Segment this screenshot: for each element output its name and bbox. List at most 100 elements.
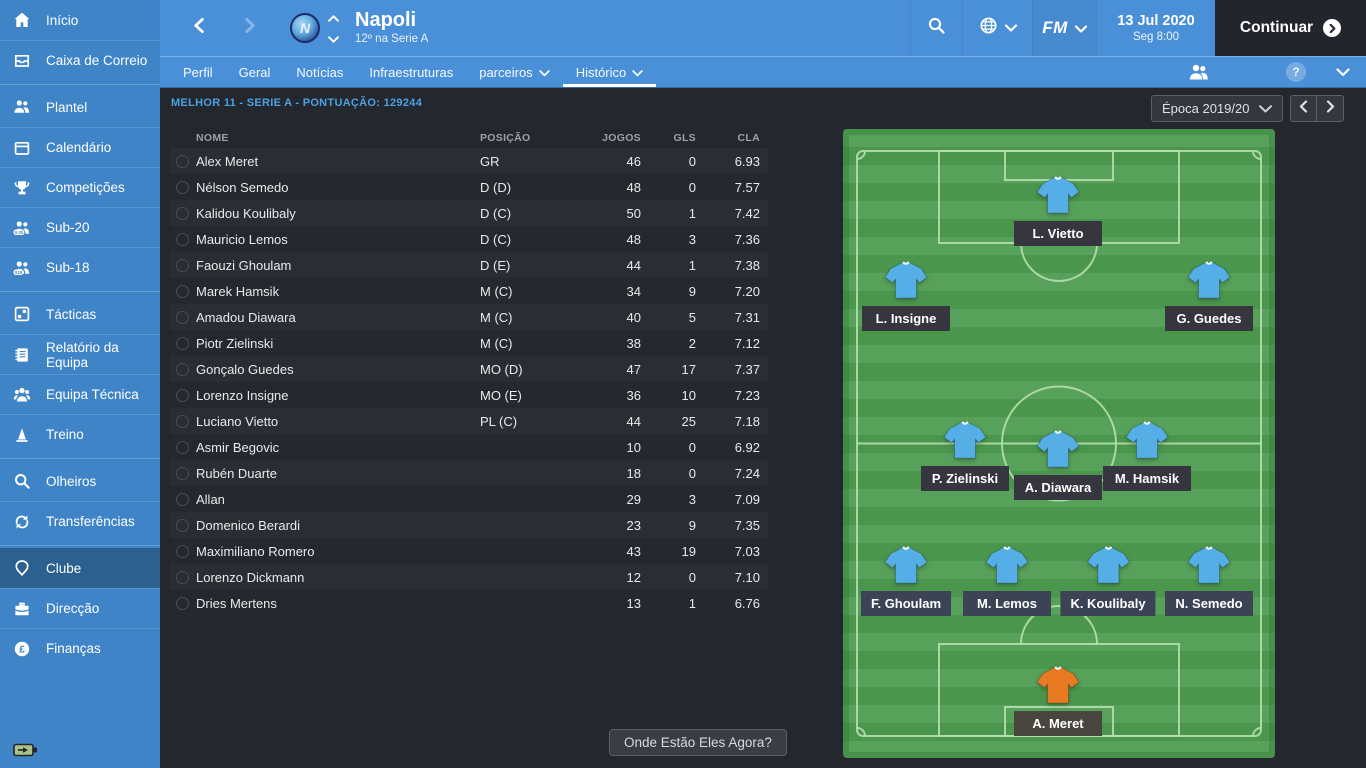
player-avatar-circle (170, 518, 196, 532)
table-row-piotr-zielinski[interactable]: Piotr Zielinski M (C) 38 2 7.12 (170, 330, 768, 356)
table-row-maximiliano-romero[interactable]: Maximiliano Romero 43 19 7.03 (170, 538, 768, 564)
table-row-allan[interactable]: Allan 29 3 7.09 (170, 486, 768, 512)
table-row-lorenzo-dickmann[interactable]: Lorenzo Dickmann 12 0 7.10 (170, 564, 768, 590)
people-group-icon[interactable] (1188, 62, 1210, 82)
season-next-button[interactable] (1317, 95, 1344, 122)
time-text: Seg 8:00 (1132, 30, 1180, 43)
sub-18-icon: S18 (13, 259, 31, 277)
sidebar-item-plantel[interactable]: Plantel (0, 87, 160, 127)
table-row-mauricio-lemos[interactable]: Mauricio Lemos D (C) 48 3 7.36 (170, 226, 768, 252)
sidebar-item-clube[interactable]: Clube (0, 548, 160, 588)
continue-label: Continuar (1239, 19, 1314, 36)
table-row-amadou-diawara[interactable]: Amadou Diawara M (C) 40 5 7.31 (170, 304, 768, 330)
sidebar-item-sub-20[interactable]: S-20 Sub-20 (0, 207, 160, 247)
avatar (176, 466, 189, 480)
jogos-cell: 10 (626, 439, 641, 455)
season-prev-button[interactable] (1290, 95, 1317, 122)
sidebar-item-sub-18[interactable]: S18 Sub-18 (0, 247, 160, 287)
tab-perfil[interactable]: Perfil (170, 57, 226, 87)
pitch-player-l-insigne[interactable]: L. Insigne (862, 260, 950, 331)
tab-parceiros[interactable]: parceiros (466, 57, 562, 87)
pitch-player-g-guedes[interactable]: G. Guedes (1165, 260, 1253, 331)
club-switcher[interactable] (328, 9, 339, 48)
tab-noticias[interactable]: Notícias (283, 57, 356, 87)
table-row-asmir-begovic[interactable]: Asmir Begovic 10 0 6.92 (170, 434, 768, 460)
pitch-player-n-semedo[interactable]: N. Semedo (1165, 545, 1253, 616)
sidebar-item-label: Sub-18 (46, 260, 90, 275)
table-row-dries-mertens[interactable]: Dries Mertens 13 1 6.76 (170, 590, 768, 616)
pitch-player-a-meret[interactable]: A. Meret (1014, 665, 1102, 736)
avatar (176, 492, 189, 506)
tab-infraestruturas[interactable]: Infraestruturas (356, 57, 466, 87)
tab-historico[interactable]: Histórico (563, 57, 657, 87)
table-row-marek-hamsik[interactable]: Marek Hamsik M (C) 34 9 7.20 (170, 278, 768, 304)
sidebar-item-financas[interactable]: £ Finanças (0, 628, 160, 668)
nav-back-button[interactable] (182, 0, 216, 56)
continue-button[interactable]: Continuar (1215, 0, 1366, 56)
gls-cell: 5 (688, 309, 696, 325)
sidebar-item-direccao[interactable]: Direcção (0, 588, 160, 628)
cla-cell: 7.36 (734, 231, 760, 247)
table-row-faouzi-ghoulam[interactable]: Faouzi Ghoulam D (E) 44 1 7.38 (170, 252, 768, 278)
sidebar-item-calendario[interactable]: Calendário (0, 127, 160, 167)
chevron-down-icon (1068, 18, 1087, 38)
content-area: MELHOR 11 - SERIE A - PONTUAÇÃO: 129244 … (160, 88, 1366, 768)
sidebar-item-caixa-de-correio[interactable]: Caixa de Correio (0, 40, 160, 80)
jogos-cell: 47 (626, 361, 641, 377)
table-row-kalidou-koulibaly[interactable]: Kalidou Koulibaly D (C) 50 1 7.42 (170, 200, 768, 226)
sidebar-item-competicoes[interactable]: Competições (0, 167, 160, 207)
sidebar-item-inicio[interactable]: Início (0, 0, 160, 40)
transfers-icon (13, 513, 31, 531)
pitch-player-a-diawara[interactable]: A. Diawara (1014, 429, 1102, 500)
sidebar-item-olheiros[interactable]: Olheiros (0, 461, 160, 501)
pitch-player-f-ghoulam[interactable]: F. Ghoulam (860, 545, 952, 616)
pitch-player-label: A. Meret (1014, 711, 1102, 736)
jogos-cell: 50 (626, 205, 641, 221)
table-row-luciano-vietto[interactable]: Luciano Vietto PL (C) 44 25 7.18 (170, 408, 768, 434)
main-area: N Napoli 12º na Serie A (160, 0, 1366, 768)
season-dropdown[interactable]: Época 2019/20 (1151, 95, 1283, 122)
season-control: Época 2019/20 (1151, 95, 1344, 122)
player-name-cell: Kalidou Koulibaly (196, 205, 296, 221)
tactics-icon (13, 305, 31, 323)
club-crest[interactable]: N (290, 13, 320, 43)
pitch-player-m-hamsik[interactable]: M. Hamsik (1103, 420, 1191, 491)
pitch-player-label: F. Ghoulam (860, 591, 952, 616)
club-titles: Napoli 12º na Serie A (355, 9, 428, 46)
table-row-nelson-semedo[interactable]: Nélson Semedo D (D) 48 0 7.57 (170, 174, 768, 200)
nav-forward-button[interactable] (232, 0, 266, 56)
table-row-alex-meret[interactable]: Alex Meret GR 46 0 6.93 (170, 148, 768, 174)
chevron-down-icon[interactable] (1336, 67, 1350, 77)
sidebar-item-label: Início (46, 12, 79, 28)
pitch-player-l-vietto[interactable]: L. Vietto (1014, 175, 1102, 246)
fm-menu-button[interactable]: FM (1032, 0, 1096, 56)
player-avatar-circle (170, 206, 196, 220)
sidebar-item-equipa-tecnica[interactable]: Equipa Técnica (0, 374, 160, 414)
cla-cell: 7.10 (734, 569, 760, 585)
pitch-player-k-koulibaly[interactable]: K. Koulibaly (1060, 545, 1156, 616)
sidebar-item-relatorio-da-equipa[interactable]: Relatório da Equipa (0, 334, 160, 374)
sidebar-item-treino[interactable]: Treino (0, 414, 160, 454)
sidebar-item-transferencias[interactable]: Transferências (0, 501, 160, 541)
gls-cell: 19 (681, 543, 696, 559)
table-body: Alex Meret GR 46 0 6.93 Nélson Semedo D (D) 48 0… (170, 148, 768, 616)
table-row-goncalo-guedes[interactable]: Gonçalo Guedes MO (D) 47 17 7.37 (170, 356, 768, 382)
cla-cell: 7.18 (734, 413, 760, 429)
pitch-player-p-zielinski[interactable]: P. Zielinski (921, 420, 1009, 491)
chevron-down-icon (998, 19, 1017, 37)
where-are-they-now-button[interactable]: Onde Estão Eles Agora? (609, 729, 787, 756)
pitch-player-m-lemos[interactable]: M. Lemos (963, 545, 1051, 616)
gls-cell: 9 (688, 517, 696, 533)
tab-geral[interactable]: Geral (226, 57, 284, 87)
gls-cell: 2 (688, 335, 696, 351)
sidebar-item-tacticas[interactable]: Tácticas (0, 294, 160, 334)
table-row-ruben-duarte[interactable]: Rubén Duarte 18 0 7.24 (170, 460, 768, 486)
sidebar-item-label: Sub-20 (46, 220, 90, 235)
help-icon[interactable]: ? (1286, 62, 1306, 82)
player-name-cell: Dries Mertens (196, 595, 277, 611)
jersey-icon (1085, 545, 1131, 590)
world-menu-button[interactable] (962, 0, 1032, 56)
table-row-domenico-berardi[interactable]: Domenico Berardi 23 9 7.35 (170, 512, 768, 538)
table-row-lorenzo-insigne[interactable]: Lorenzo Insigne MO (E) 36 10 7.23 (170, 382, 768, 408)
search-button[interactable] (910, 0, 962, 56)
